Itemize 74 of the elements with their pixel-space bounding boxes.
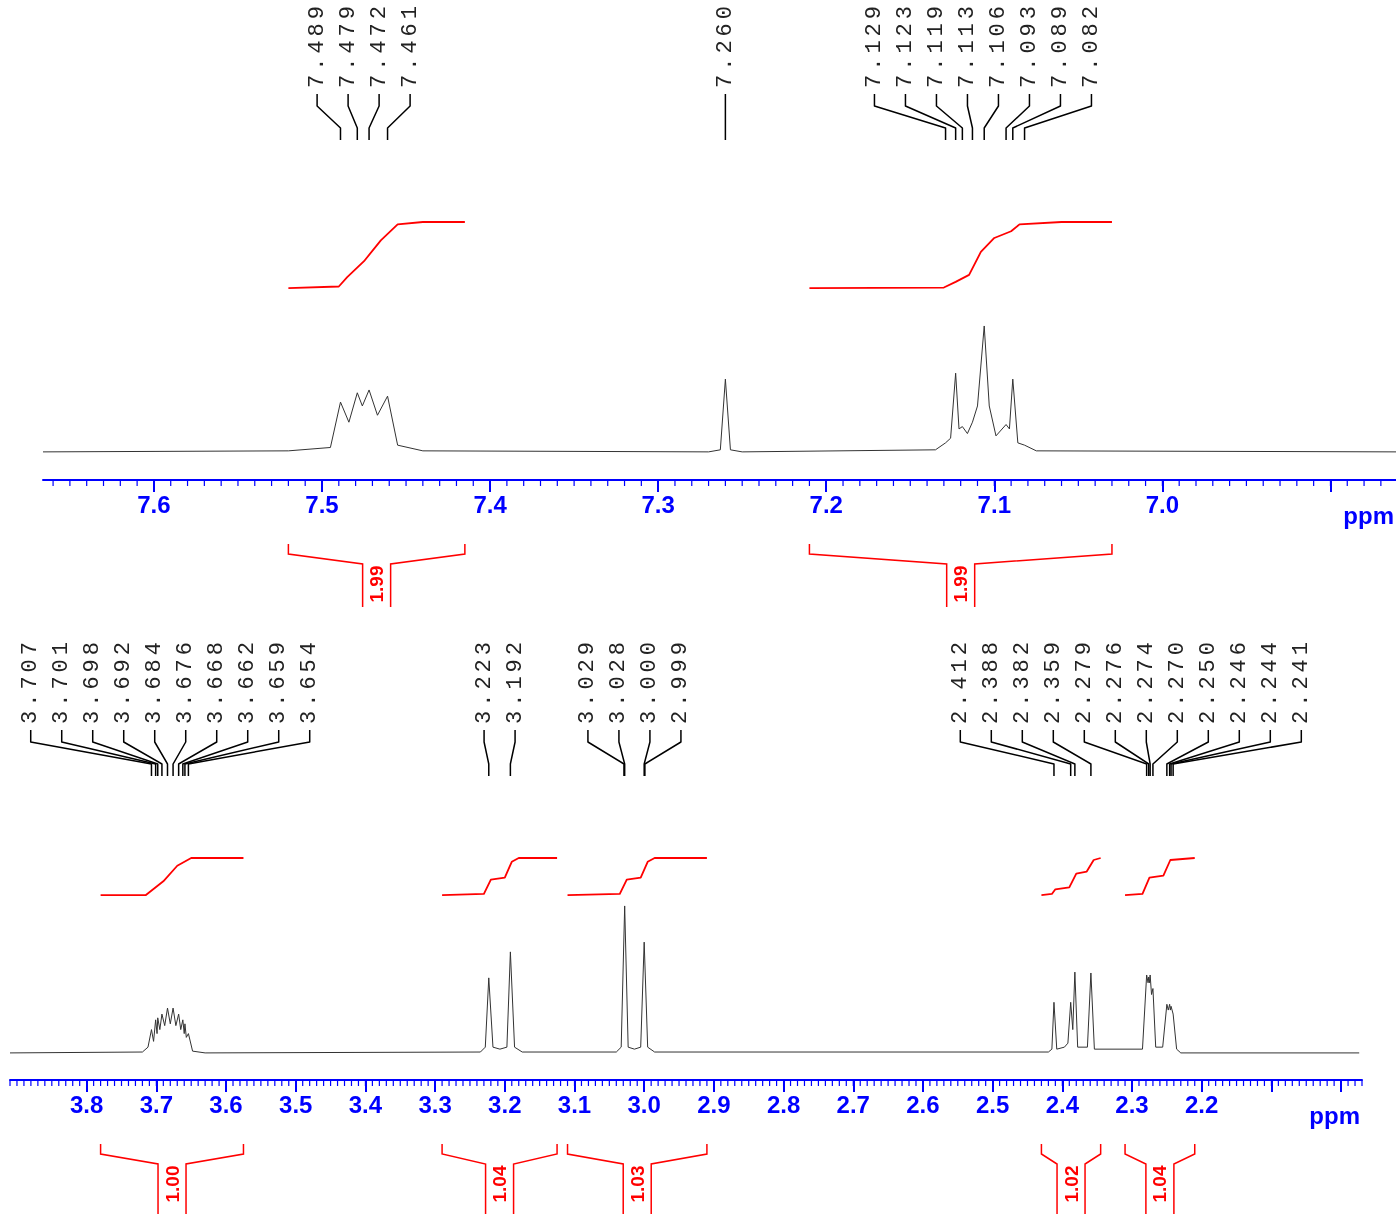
annotation: 2.246 xyxy=(1226,637,1252,724)
x-tick-label: 7.0 xyxy=(1145,490,1180,518)
x-tick-label: 3.8 xyxy=(69,1090,104,1118)
annotation: 3.000 xyxy=(637,637,663,724)
x-tick-label: 2.7 xyxy=(836,1090,870,1118)
x-tick-label: 3.3 xyxy=(418,1090,452,1118)
x-tick-label: 3.0 xyxy=(627,1090,661,1118)
x-tick-label: 3.7 xyxy=(139,1090,174,1118)
x-tick-label: 7.5 xyxy=(305,490,339,518)
annotation: 7.489 xyxy=(304,1,330,88)
annotation: 7.089 xyxy=(1047,1,1073,88)
text: 1.00 xyxy=(161,1165,183,1203)
annotation: 2.382 xyxy=(1009,637,1035,724)
annotation: 3.662 xyxy=(235,637,261,724)
annotation: 3.698 xyxy=(80,637,106,724)
x-tick-label: 7.1 xyxy=(977,490,1011,518)
x-tick-label: 3.6 xyxy=(209,1090,243,1118)
x-tick-label: 2.3 xyxy=(1115,1090,1149,1118)
x-tick-label: 3.2 xyxy=(488,1090,522,1118)
annotation: 7.260 xyxy=(712,1,738,88)
annotation: 2.276 xyxy=(1102,637,1128,724)
annotation: 3.676 xyxy=(173,637,199,724)
x-tick-label: 7.4 xyxy=(473,490,508,518)
annotation: 7.461 xyxy=(397,1,423,88)
annotation: 2.412 xyxy=(947,637,973,724)
annotation: 7.113 xyxy=(954,1,980,88)
text: 1.99 xyxy=(950,565,972,603)
annotation: 2.244 xyxy=(1257,637,1283,724)
annotation: 3.223 xyxy=(471,637,497,724)
annotation: 7.479 xyxy=(335,1,361,88)
annotation: 2.274 xyxy=(1133,637,1159,724)
text: 1.02 xyxy=(1060,1165,1082,1203)
annotation: 3.029 xyxy=(575,637,601,724)
annotation: 7.082 xyxy=(1078,1,1104,88)
x-tick-label: 2.2 xyxy=(1185,1090,1219,1118)
annotation: 7.123 xyxy=(892,1,918,88)
x-tick-label: 3.1 xyxy=(557,1090,592,1118)
annotation: 3.684 xyxy=(142,637,168,724)
x-tick-label: 7.3 xyxy=(641,490,675,518)
x-tick-label: 2.6 xyxy=(906,1090,940,1118)
x-axis-title: ppm xyxy=(1343,502,1394,529)
x-tick-label: 2.4 xyxy=(1045,1090,1080,1118)
x-tick-label: 3.5 xyxy=(279,1090,313,1118)
x-axis-title: ppm xyxy=(1309,1102,1360,1129)
annotation: 3.654 xyxy=(297,637,323,724)
annotation: 2.279 xyxy=(1071,637,1097,724)
text: 1.99 xyxy=(366,565,388,603)
annotation: 7.129 xyxy=(861,1,887,88)
text: 1.04 xyxy=(1149,1165,1171,1203)
x-tick-label: 2.9 xyxy=(697,1090,731,1118)
annotation: 3.692 xyxy=(111,637,137,724)
annotation: 3.707 xyxy=(18,637,44,724)
annotation: 3.192 xyxy=(502,637,528,724)
text: 1.04 xyxy=(489,1165,511,1203)
annotation: 7.119 xyxy=(923,1,949,88)
annotation: 7.472 xyxy=(366,1,392,88)
annotation: 3.668 xyxy=(204,637,230,724)
annotation: 2.250 xyxy=(1195,637,1221,724)
x-tick-label: 7.6 xyxy=(137,490,171,518)
annotation: 2.241 xyxy=(1288,637,1314,724)
x-tick-label: 7.2 xyxy=(809,490,843,518)
text: 1.03 xyxy=(626,1165,648,1203)
x-tick-label: 3.4 xyxy=(348,1090,383,1118)
x-tick-label: 2.5 xyxy=(975,1090,1010,1118)
annotation: 7.093 xyxy=(1016,1,1042,88)
annotation: 3.701 xyxy=(49,637,75,724)
annotation: 2.270 xyxy=(1164,637,1190,724)
annotation: 2.388 xyxy=(978,637,1004,724)
annotation: 3.028 xyxy=(606,637,632,724)
x-tick-label: 2.8 xyxy=(766,1090,801,1118)
annotation: 7.106 xyxy=(985,1,1011,88)
annotation: 2.999 xyxy=(668,637,694,724)
annotation: 2.359 xyxy=(1040,637,1066,724)
annotation: 3.659 xyxy=(266,637,292,724)
